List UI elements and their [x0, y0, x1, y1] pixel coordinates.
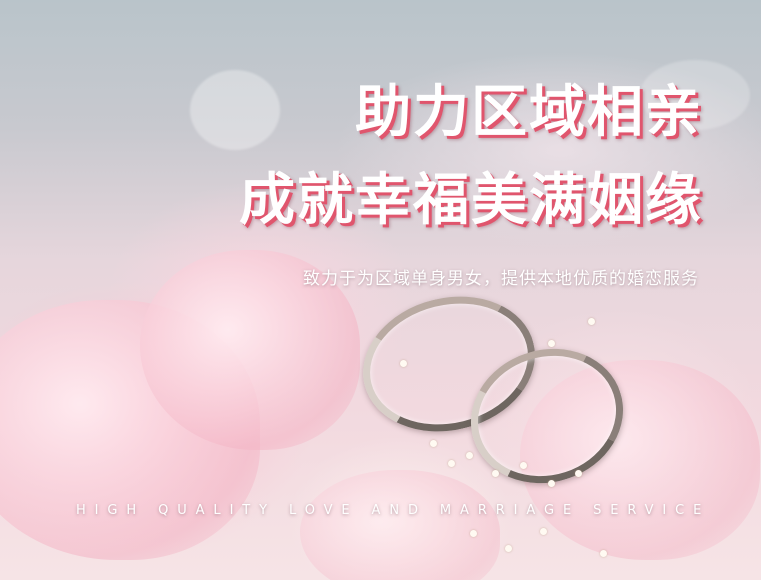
babys-breath-flower	[448, 460, 455, 467]
babys-breath-flower	[400, 360, 407, 367]
peony-petal	[520, 360, 760, 560]
babys-breath-flower	[470, 530, 477, 537]
babys-breath-flower	[548, 480, 555, 487]
babys-breath-flower	[588, 318, 595, 325]
babys-breath-flower	[548, 340, 555, 347]
headline-line-2: 成就幸福美满姻缘	[239, 167, 703, 233]
bokeh-light	[190, 70, 280, 150]
peony-petal	[300, 470, 500, 580]
english-tagline: HIGH QUALITY LOVE AND MARRIAGE SERVICE	[76, 503, 711, 518]
bokeh-light	[640, 60, 750, 130]
babys-breath-flower	[492, 470, 499, 477]
babys-breath-flower	[505, 545, 512, 552]
babys-breath-flower	[466, 452, 473, 459]
babys-breath-flower	[430, 440, 437, 447]
babys-breath-flower	[575, 470, 582, 477]
babys-breath-flower	[540, 528, 547, 535]
headline-line-1: 助力区域相亲	[355, 79, 703, 145]
peony-petal	[140, 250, 360, 450]
babys-breath-flower	[520, 462, 527, 469]
babys-breath-flower	[600, 550, 607, 557]
subtitle: 致力于为区域单身男女，提供本地优质的婚恋服务	[303, 269, 699, 289]
